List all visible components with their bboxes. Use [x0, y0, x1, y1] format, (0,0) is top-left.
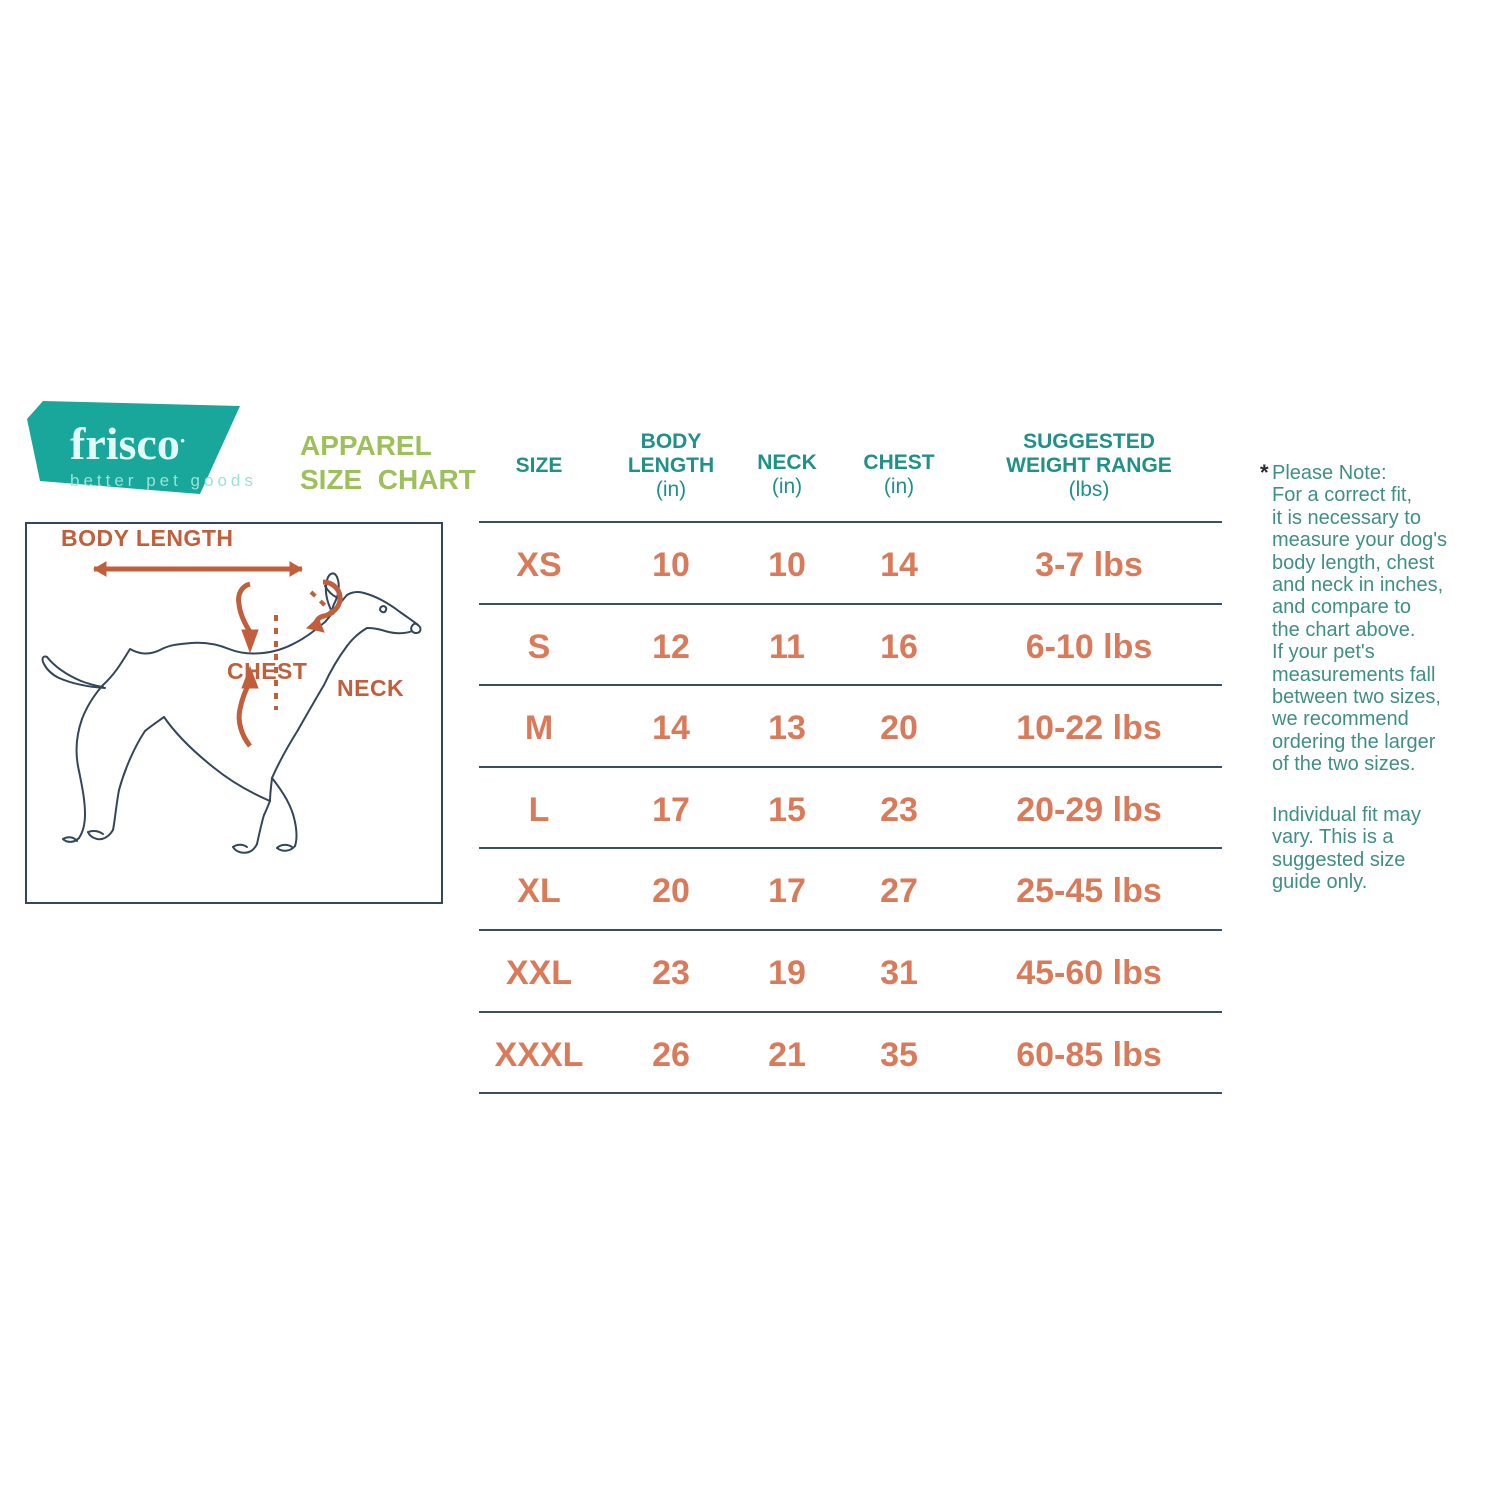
- svg-text:NECK: NECK: [337, 675, 404, 701]
- svg-text:BODY LENGTH: BODY LENGTH: [61, 525, 233, 551]
- svg-text:CHEST: CHEST: [227, 658, 307, 684]
